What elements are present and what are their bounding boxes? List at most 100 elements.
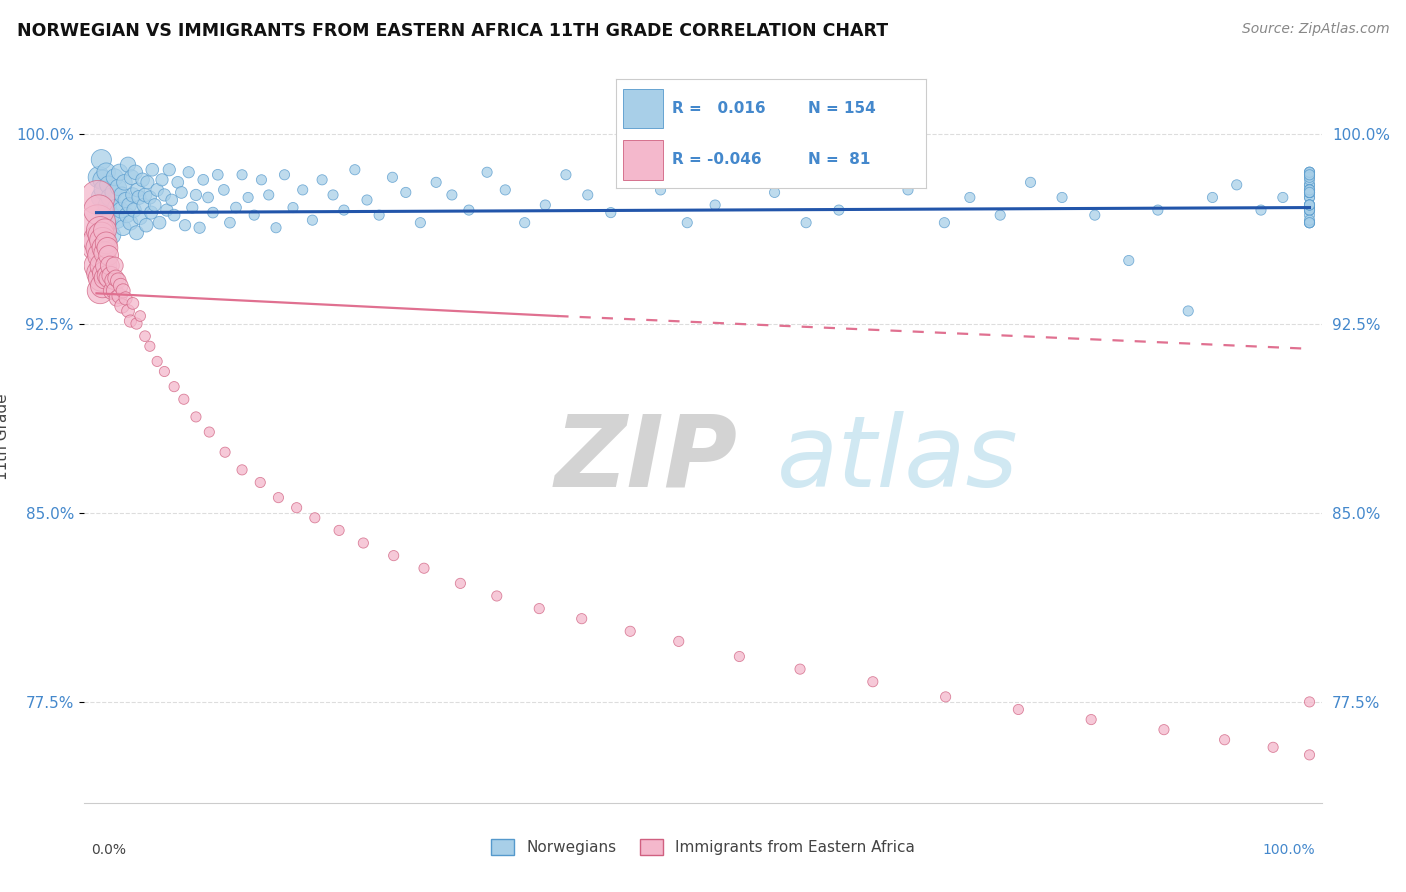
Point [935,690,957,704]
Point [457,203,479,218]
Point [139,205,162,219]
Point [243,208,266,222]
Point [214,445,236,459]
Point [789,662,811,676]
Point [96,268,118,283]
Point [1298,203,1320,218]
Point [1298,186,1320,200]
Point [104,271,127,285]
Point [382,549,405,563]
Point [184,188,207,202]
Point [959,190,981,204]
Point [555,168,578,182]
Point [249,475,271,490]
Point [111,299,134,313]
Point [1298,190,1320,204]
Point [201,205,224,219]
Point [1298,186,1320,200]
Point [129,211,152,225]
Point [128,190,150,204]
Text: NORWEGIAN VS IMMIGRANTS FROM EASTERN AFRICA 11TH GRADE CORRELATION CHART: NORWEGIAN VS IMMIGRANTS FROM EASTERN AFR… [17,22,889,40]
Point [513,216,536,230]
Point [98,259,121,273]
Point [117,158,139,172]
Point [163,208,186,222]
Point [143,198,166,212]
Point [96,165,118,179]
Point [425,175,447,189]
Point [174,218,197,232]
Point [157,162,180,177]
Point [1250,203,1272,218]
Point [381,170,404,185]
Point [156,203,179,218]
Text: ZIP: ZIP [554,410,738,508]
Point [1213,732,1236,747]
Point [120,216,142,230]
Point [166,175,188,189]
Point [1298,165,1320,179]
Point [101,284,124,298]
Point [197,190,219,204]
Point [94,246,117,260]
Point [285,500,308,515]
Point [395,186,418,200]
Point [1271,190,1294,204]
Point [90,228,112,243]
Point [485,589,508,603]
Point [94,271,117,285]
Point [86,216,108,230]
Point [122,203,145,218]
Point [89,266,111,280]
Point [112,284,135,298]
Point [1298,183,1320,197]
Point [1298,165,1320,179]
Point [281,201,304,215]
Point [129,309,152,323]
Point [90,271,112,285]
Point [619,624,641,639]
Point [529,601,551,615]
Point [96,259,118,273]
Point [170,186,193,200]
Point [624,170,647,185]
Point [91,173,114,187]
Point [1298,203,1320,218]
Point [87,203,110,218]
Point [112,220,135,235]
Point [89,284,111,298]
Point [97,178,120,192]
Point [534,198,557,212]
Point [91,259,114,273]
Point [90,153,112,167]
Point [1298,168,1320,182]
Point [112,175,135,189]
Point [1298,183,1320,197]
Point [1261,740,1284,755]
Point [1298,216,1320,230]
Point [794,216,817,230]
Text: atlas: atlas [778,410,1019,508]
Point [1298,216,1320,230]
Point [897,183,920,197]
Point [105,213,128,227]
Point [87,170,110,185]
Point [93,241,115,255]
Point [173,392,195,407]
Point [110,278,132,293]
Point [988,208,1011,222]
Point [97,271,120,285]
Point [828,203,851,218]
Point [93,183,115,197]
Point [122,188,145,202]
Point [1298,747,1320,762]
Point [120,314,142,328]
Point [273,168,295,182]
Point [177,165,200,179]
Point [225,201,247,215]
Point [1201,190,1223,204]
Point [93,266,115,280]
Point [103,274,125,288]
Point [676,216,699,230]
Point [650,183,672,197]
